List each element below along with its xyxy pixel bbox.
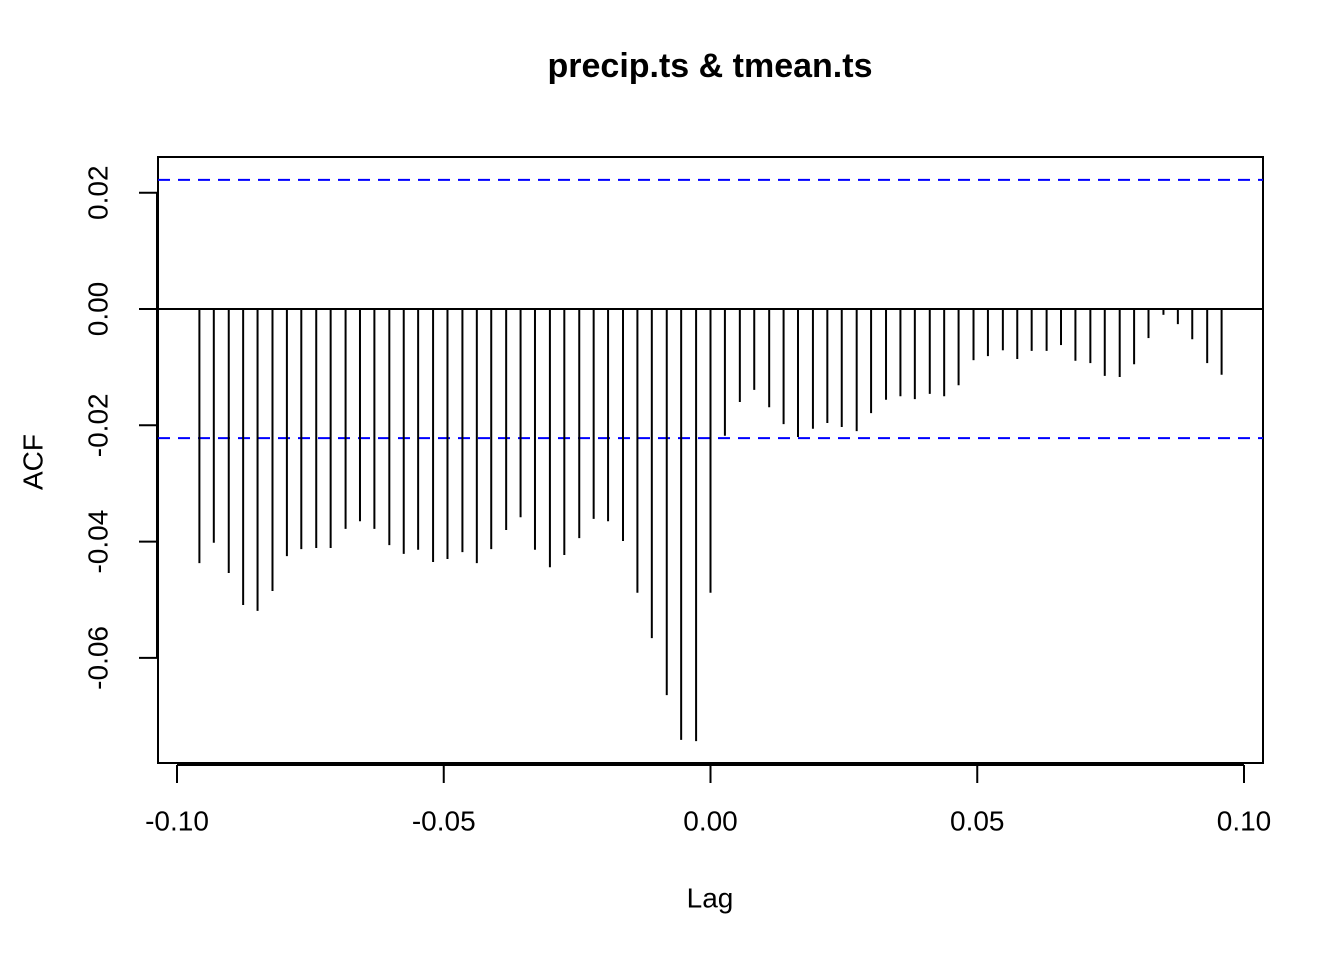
y-tick-label: -0.04	[82, 510, 113, 574]
x-tick-label: 0.10	[1217, 805, 1272, 836]
y-axis-label: ACF	[17, 434, 48, 490]
y-tick-label: -0.06	[82, 626, 113, 690]
x-tick-label: -0.05	[412, 805, 476, 836]
x-axis-label: Lag	[687, 882, 734, 913]
y-tick-label: -0.02	[82, 393, 113, 457]
x-tick-label: -0.10	[145, 805, 209, 836]
y-tick-label: 0.02	[82, 165, 113, 220]
x-tick-label: 0.00	[683, 805, 738, 836]
y-tick-label: 0.00	[82, 282, 113, 337]
x-tick-label: 0.05	[950, 805, 1005, 836]
chart-title: precip.ts & tmean.ts	[548, 47, 873, 85]
